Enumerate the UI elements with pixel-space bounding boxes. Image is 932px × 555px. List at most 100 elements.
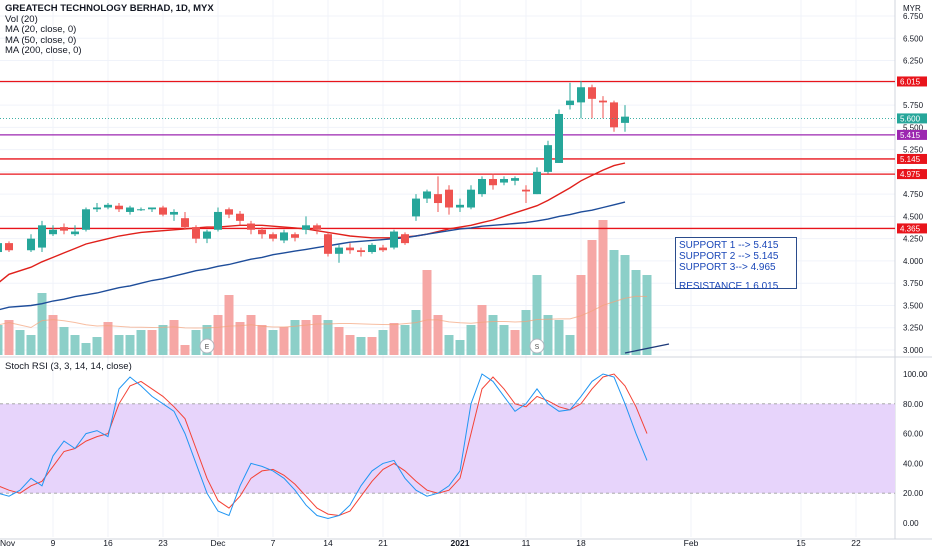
volume-bar (224, 295, 234, 355)
candle (544, 140, 552, 174)
candle-body (5, 243, 13, 251)
price-tick-label: 4.750 (903, 190, 924, 199)
candle-body (511, 178, 519, 181)
candle-body (170, 211, 178, 215)
candle-body (489, 178, 497, 186)
candle-body (181, 218, 189, 228)
candle (555, 109, 563, 163)
price-tick-label: 5.500 (903, 123, 924, 132)
stoch-tick-label: 100.00 (903, 370, 928, 379)
time-tick-label: 7 (271, 538, 276, 548)
candle (214, 207, 222, 232)
volume-bar (609, 250, 619, 355)
price-tick-label: 5.250 (903, 146, 924, 155)
candle (566, 82, 574, 110)
time-tick-label: 16 (103, 538, 113, 548)
candle (236, 211, 244, 226)
time-axis: Nov 9 16 23 Dec 7 14 21 2021 11 18 Feb 15 22 (0, 538, 861, 548)
ma20-line (0, 162, 626, 283)
current-price-bg (897, 113, 927, 124)
candle (203, 229, 211, 244)
symbol-title[interactable]: GREATECH TECHNOLOGY BERHAD, 1D, MYX (5, 3, 214, 14)
candle-body (412, 198, 420, 217)
event-marker-circle (529, 338, 545, 354)
time-tick-label: 22 (851, 538, 861, 548)
candle (258, 227, 266, 239)
volume-bar (499, 325, 509, 355)
candle (93, 203, 101, 212)
stoch-k-line (0, 373, 648, 520)
level-tag-bg (897, 76, 927, 87)
volume-bar (532, 275, 542, 355)
candle-body (269, 234, 277, 239)
legend-ma50[interactable]: MA (50, close, 0) (5, 34, 77, 46)
candle (324, 232, 332, 257)
volume-bar (367, 337, 377, 355)
volume-bar (510, 330, 520, 355)
support-resistance-note[interactable]: SUPPORT 1 --> 5.415 SUPPORT 2 --> 5.145 … (675, 237, 797, 292)
volume-bar (257, 325, 267, 355)
candle-body (258, 229, 266, 235)
candle (368, 243, 376, 254)
candle (126, 205, 134, 215)
candle-body (555, 113, 563, 163)
price-tick-label: 6.250 (903, 57, 924, 66)
candle-body (478, 178, 486, 195)
volume-bar (235, 322, 245, 355)
candle-body (192, 227, 200, 239)
price-tick-label: 6.750 (903, 12, 924, 21)
volume-bar (488, 315, 498, 355)
resistance-1-text: RESISTANCE 1 6.015 (679, 281, 779, 292)
time-tick-label: 23 (158, 538, 168, 548)
time-tick-label: 15 (796, 538, 806, 548)
volume-bar (554, 320, 564, 355)
price-tick-label: 6.500 (903, 34, 924, 43)
candle-body (159, 207, 167, 215)
legend: GREATECH TECHNOLOGY BERHAD, 1D, MYX Vol … (5, 3, 214, 57)
volume-bar (136, 330, 146, 355)
volume-bar (334, 327, 344, 355)
level-tag-label: 4.365 (900, 224, 921, 233)
volume-bar (422, 270, 432, 355)
candle (533, 167, 541, 195)
level-tag: 4.975 (897, 169, 927, 180)
time-tick-label: 11 (522, 538, 531, 548)
candle-body (49, 229, 57, 235)
candle-body (247, 223, 255, 230)
candle (269, 232, 277, 242)
volume-bar (345, 335, 355, 355)
legend-ma200[interactable]: MA (200, close, 0) (5, 45, 82, 56)
candle (511, 176, 519, 186)
volume-bar (279, 327, 289, 355)
candle-body (357, 250, 365, 253)
volume-bar (576, 275, 586, 355)
level-tag-bg (897, 223, 927, 234)
candle-body (115, 205, 123, 210)
level-tag-bg (897, 169, 927, 180)
volume-bar (103, 322, 113, 355)
volume-bar (37, 293, 47, 355)
price-tick-label: 4.500 (903, 212, 924, 221)
volume-bar (389, 323, 399, 355)
candle (159, 205, 167, 217)
level-tag: 6.015 (897, 76, 927, 87)
legend-volume[interactable]: Vol (20) (5, 13, 38, 25)
candle (357, 247, 365, 257)
stoch-rsi-title[interactable]: Stoch RSI (3, 3, 14, 14, close) (5, 361, 132, 372)
legend-ma20[interactable]: MA (20, close, 0) (5, 24, 77, 35)
candle-body (225, 209, 233, 215)
volume-bar (191, 330, 201, 355)
time-tick-label: 14 (323, 538, 333, 548)
candle-body (533, 171, 541, 195)
candle (27, 234, 35, 253)
candle-body (599, 100, 607, 103)
candle (445, 185, 453, 215)
level-tag-bg (897, 129, 927, 140)
time-tick-label: Dec (210, 538, 226, 548)
volume-ma-line (0, 295, 648, 329)
support-1-text: SUPPORT 1 --> 5.415 (679, 240, 779, 251)
volume-bar (521, 310, 531, 355)
time-tick-label: Feb (684, 538, 699, 548)
candle (0, 243, 2, 253)
